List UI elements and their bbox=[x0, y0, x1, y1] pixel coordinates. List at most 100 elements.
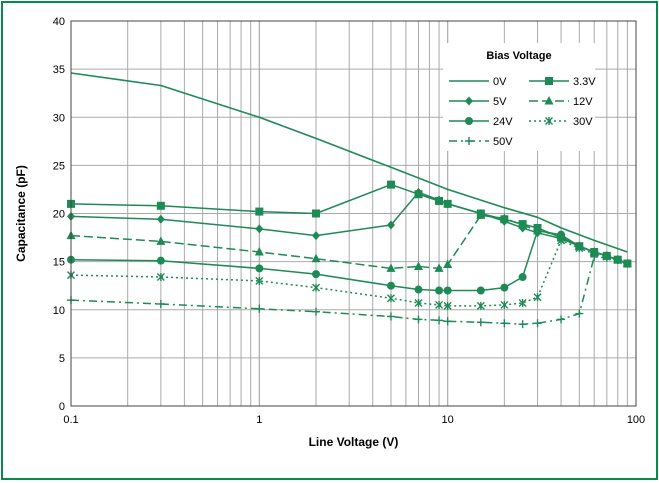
series-line bbox=[70, 239, 628, 307]
data-point bbox=[518, 273, 527, 282]
data-point bbox=[533, 226, 542, 235]
data-point bbox=[414, 315, 423, 324]
data-point bbox=[476, 286, 485, 295]
data-point bbox=[413, 261, 423, 270]
legend-marker bbox=[545, 77, 553, 85]
y-tick-label: 5 bbox=[59, 353, 65, 365]
data-point bbox=[443, 301, 452, 310]
y-axis-label: Capacitance (pF) bbox=[14, 165, 28, 262]
legend-label: 0V bbox=[493, 76, 507, 88]
data-point bbox=[156, 273, 165, 282]
legend-background bbox=[443, 43, 595, 151]
data-point bbox=[386, 180, 395, 189]
data-point bbox=[533, 319, 542, 328]
data-point bbox=[500, 283, 509, 292]
data-point bbox=[312, 209, 321, 218]
x-tick-label: 0.1 bbox=[63, 414, 78, 426]
data-point bbox=[575, 244, 584, 253]
series-line bbox=[70, 72, 628, 253]
legend-label: 3.3V bbox=[573, 76, 596, 88]
data-point bbox=[557, 230, 566, 239]
data-point bbox=[156, 214, 165, 224]
data-point bbox=[590, 252, 599, 261]
data-point bbox=[435, 286, 444, 295]
x-tick-label: 10 bbox=[442, 414, 454, 426]
data-point bbox=[255, 207, 264, 216]
data-point bbox=[500, 300, 509, 309]
data-point bbox=[255, 264, 264, 273]
data-point bbox=[557, 236, 566, 245]
y-tick-label: 40 bbox=[53, 16, 65, 28]
data-point bbox=[476, 301, 485, 310]
chart: 0.1 1 10 100 0 5 10 15 20 25 30 35 40 Line Voltage (… bbox=[14, 16, 645, 449]
data-point bbox=[414, 299, 423, 308]
series-0v bbox=[70, 72, 628, 253]
data-point bbox=[312, 231, 321, 241]
data-point bbox=[312, 307, 321, 316]
tick-labels: 0.1 1 10 100 0 5 10 15 20 25 30 35 40 bbox=[53, 16, 645, 426]
legend-marker bbox=[544, 96, 554, 105]
x-tick-label: 100 bbox=[627, 414, 645, 426]
data-point bbox=[311, 253, 321, 263]
data-point bbox=[435, 300, 444, 309]
data-point bbox=[386, 312, 395, 321]
data-point bbox=[443, 317, 452, 326]
legend-label: 30V bbox=[573, 116, 593, 128]
legend-marker bbox=[465, 137, 473, 145]
data-point bbox=[518, 299, 527, 308]
legend-label: 50V bbox=[493, 136, 513, 148]
data-point bbox=[623, 259, 632, 268]
data-point bbox=[443, 259, 453, 269]
legend-title: Bias Voltage bbox=[486, 50, 551, 62]
legend-marker bbox=[465, 117, 473, 125]
data-point bbox=[312, 270, 321, 279]
legend-marker bbox=[465, 96, 473, 106]
data-point bbox=[255, 304, 264, 313]
y-tick-label: 0 bbox=[59, 401, 65, 413]
data-point bbox=[518, 320, 527, 329]
data-point bbox=[557, 315, 566, 324]
x-tick-label: 1 bbox=[256, 414, 262, 426]
data-point bbox=[613, 255, 622, 264]
series-layer bbox=[66, 72, 632, 329]
legend-marker bbox=[545, 117, 553, 125]
data-point bbox=[414, 285, 423, 294]
y-tick-label: 35 bbox=[53, 64, 65, 76]
plot-border bbox=[70, 20, 637, 407]
data-point bbox=[533, 293, 542, 302]
data-point bbox=[156, 201, 165, 210]
data-point bbox=[518, 220, 528, 229]
y-tick-label: 15 bbox=[53, 257, 65, 269]
legend: Bias Voltage 0V 3.3V 5V 12V 24V 30V 50V bbox=[443, 43, 596, 151]
y-tick-label: 10 bbox=[53, 305, 65, 317]
data-point bbox=[575, 309, 584, 318]
data-point bbox=[499, 213, 509, 222]
data-point bbox=[386, 263, 396, 272]
data-point bbox=[435, 316, 444, 325]
data-point bbox=[386, 294, 395, 303]
data-point bbox=[312, 283, 321, 292]
data-point bbox=[443, 199, 452, 209]
y-tick-label: 20 bbox=[53, 209, 65, 221]
data-point bbox=[500, 319, 509, 328]
data-point bbox=[156, 299, 165, 308]
data-point bbox=[386, 281, 395, 290]
legend-label: 12V bbox=[573, 96, 593, 108]
data-point bbox=[386, 220, 395, 230]
data-point bbox=[476, 210, 486, 219]
y-tick-label: 30 bbox=[53, 112, 65, 124]
x-axis-label: Line Voltage (V) bbox=[309, 435, 399, 449]
legend-label: 24V bbox=[493, 116, 513, 128]
data-point bbox=[434, 263, 444, 272]
data-point bbox=[414, 187, 423, 197]
y-tick-label: 25 bbox=[53, 160, 65, 172]
legend-label: 5V bbox=[493, 96, 507, 108]
data-point bbox=[476, 318, 485, 327]
data-point bbox=[156, 236, 166, 245]
data-point bbox=[156, 256, 165, 265]
data-point bbox=[435, 195, 444, 205]
data-point bbox=[443, 286, 452, 295]
data-point bbox=[255, 224, 264, 234]
data-point bbox=[255, 276, 264, 285]
